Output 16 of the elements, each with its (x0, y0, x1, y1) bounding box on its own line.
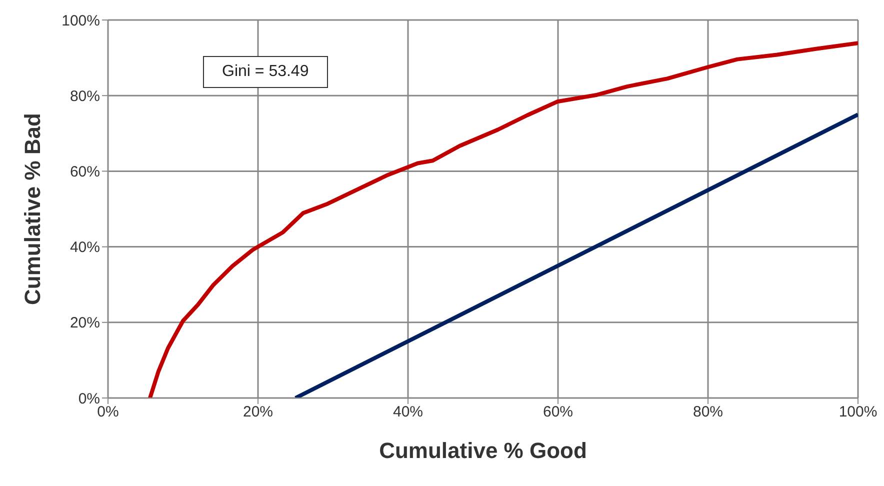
x-tick-label: 60% (542, 404, 574, 421)
x-tick-label: 20% (242, 404, 274, 421)
y-tick-label: 100% (62, 12, 100, 30)
annotation: Gini = 53.49 (203, 56, 328, 88)
y-tick-label: 0% (78, 390, 100, 408)
x-tick-label: 80% (692, 404, 724, 421)
x-axis-title: Cumulative % Good (379, 438, 587, 463)
y-tick-label: 20% (70, 314, 100, 332)
x-tick-label: 100% (838, 404, 878, 421)
y-tick-label: 40% (70, 239, 100, 256)
y-tick-label: 80% (70, 88, 100, 105)
y-tick-label: 60% (70, 164, 100, 181)
line-series (148, 41, 858, 398)
x-tick-label: 40% (392, 404, 424, 421)
y-axis-title: Cumulative % Bad (20, 113, 45, 305)
x-tick-label: 0% (97, 404, 119, 421)
